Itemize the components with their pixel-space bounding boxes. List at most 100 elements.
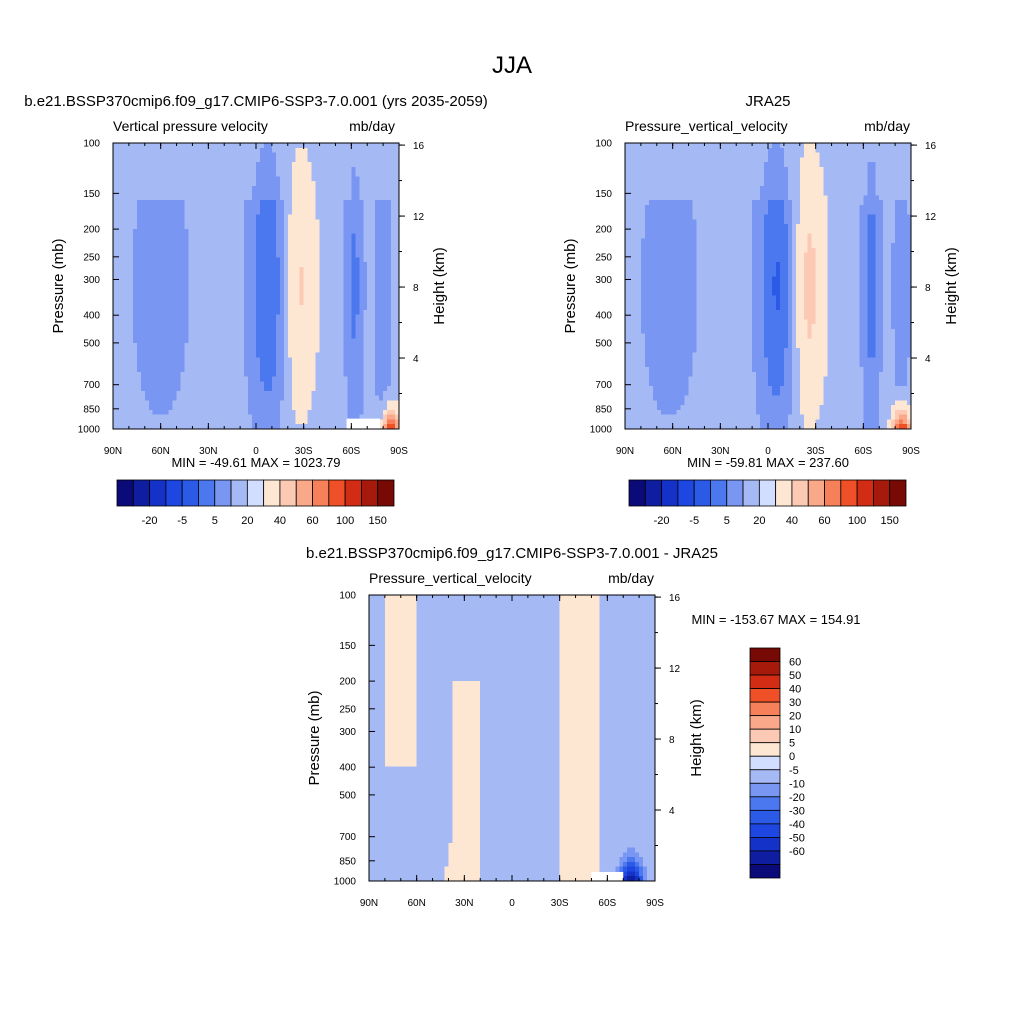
field-cell <box>128 395 134 401</box>
field-cell <box>204 414 209 421</box>
field-cell <box>116 190 122 197</box>
field-cell <box>128 419 134 425</box>
field-cell <box>156 257 162 263</box>
field-cell <box>220 347 225 354</box>
field-cell <box>144 362 150 368</box>
field-cell <box>383 319 388 325</box>
field-cell <box>688 152 694 158</box>
field-cell <box>140 381 146 387</box>
field-cell <box>124 262 130 268</box>
field-cell <box>259 209 265 216</box>
field-cell <box>259 238 265 244</box>
field-cell <box>367 200 372 206</box>
field-cell <box>680 147 686 154</box>
field-cell <box>172 328 178 335</box>
field-cell <box>180 400 186 406</box>
field-cell <box>172 390 178 397</box>
field-cell <box>244 362 249 368</box>
field-cell <box>387 314 392 320</box>
field-cell <box>212 143 217 149</box>
field-cell <box>648 166 654 173</box>
field-cell <box>172 152 178 158</box>
field-cell <box>196 357 201 363</box>
field-cell <box>724 147 729 154</box>
field-cell <box>303 247 309 254</box>
field-cell <box>375 281 380 287</box>
field-cell <box>180 281 186 287</box>
field-cell <box>208 162 213 168</box>
field-cell <box>132 305 138 311</box>
field-cell <box>271 209 277 216</box>
field-cell <box>140 409 146 416</box>
field-cell <box>271 295 277 301</box>
y-tick-label: 700 <box>83 380 100 391</box>
field-cell <box>331 185 337 192</box>
field-cell <box>283 362 289 368</box>
field-cell <box>383 171 388 177</box>
field-cell <box>863 157 868 163</box>
field-cell <box>244 305 249 311</box>
field-cell <box>383 214 388 220</box>
field-cell <box>196 157 201 163</box>
field-cell <box>236 143 241 149</box>
field-cell <box>140 328 146 335</box>
field-cell <box>180 171 186 177</box>
field-cell <box>363 166 368 173</box>
field-cell <box>640 171 646 177</box>
field-cell <box>315 152 321 158</box>
field-cell <box>700 162 706 168</box>
field-cell <box>331 371 337 378</box>
field-cell <box>176 224 182 230</box>
field-cell <box>339 362 344 368</box>
field-cell <box>371 257 376 263</box>
y-tick-label: 150 <box>83 189 100 200</box>
field-cell <box>164 290 170 297</box>
field-cell <box>387 409 392 416</box>
field-cell <box>176 367 182 373</box>
field-cell <box>236 405 241 411</box>
field-cell <box>287 243 293 249</box>
field-cell <box>212 319 217 325</box>
field-cell <box>359 295 364 301</box>
field-cell <box>156 390 162 397</box>
field-cell <box>116 333 122 340</box>
field-cell <box>379 371 384 378</box>
field-cell <box>299 419 305 425</box>
field-cell <box>256 362 261 368</box>
field-cell <box>287 238 293 244</box>
field-cell <box>319 219 325 225</box>
field-cell <box>315 338 321 344</box>
field-cell <box>200 338 205 344</box>
field-cell <box>267 386 273 392</box>
field-cell <box>236 381 241 387</box>
field-cell <box>331 262 337 268</box>
field-cell <box>891 143 896 149</box>
field-cell <box>164 286 170 292</box>
field-cell <box>144 238 150 244</box>
field-cell <box>136 171 142 177</box>
field-cell <box>287 252 293 258</box>
field-cell <box>236 419 241 425</box>
field-cell <box>224 371 229 378</box>
field-cell <box>732 147 737 154</box>
field-cell <box>275 328 281 335</box>
field-cell <box>116 295 122 301</box>
field-cell <box>164 162 170 168</box>
field-cell <box>116 252 122 258</box>
field-cell <box>323 414 329 421</box>
field-cell <box>303 362 309 368</box>
field-cell <box>347 257 352 263</box>
field-cell <box>204 200 209 206</box>
field-cell <box>144 309 150 316</box>
x-tick-label: 90S <box>390 446 408 457</box>
field-cell <box>232 281 237 287</box>
field-cell <box>395 300 399 306</box>
field-cell <box>220 390 225 397</box>
field-cell <box>113 252 118 258</box>
field-cell <box>244 176 249 182</box>
field-cell <box>192 390 198 397</box>
field-cell <box>347 386 352 392</box>
field-cell <box>124 143 130 149</box>
field-cell <box>228 286 233 292</box>
